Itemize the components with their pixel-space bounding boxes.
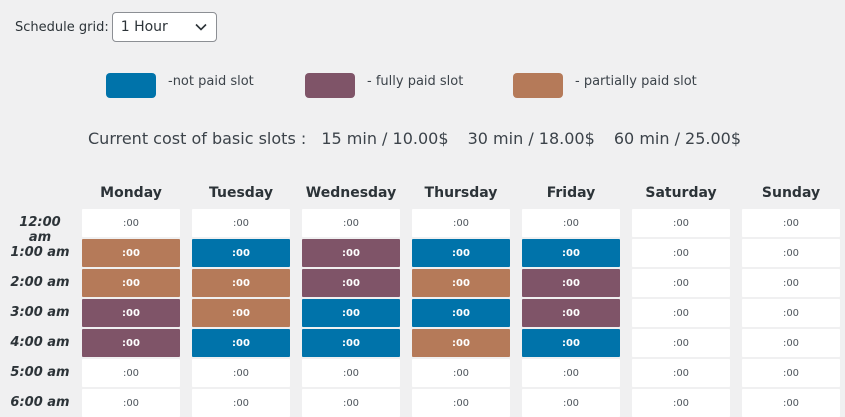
- slot-sunday-3[interactable]: :00: [742, 299, 840, 327]
- day-header-thursday: Thursday: [424, 185, 498, 201]
- time-label: 2:00 am: [10, 275, 70, 290]
- slot-monday-3[interactable]: :00: [82, 299, 180, 327]
- slot-tuesday-6[interactable]: :00: [192, 389, 290, 417]
- time-label: 4:00 am: [10, 335, 70, 350]
- slot-friday-3[interactable]: :00: [522, 299, 620, 327]
- slot-thursday-1[interactable]: :00: [412, 239, 510, 267]
- slot-wednesday-0[interactable]: :00: [302, 209, 400, 237]
- slot-wednesday-3[interactable]: :00: [302, 299, 400, 327]
- cost-60-min: 60 min / 25.00$: [613, 129, 742, 148]
- slot-sunday-2[interactable]: :00: [742, 269, 840, 297]
- legend-item-partially-paid: - partially paid slot: [513, 73, 697, 98]
- day-header-monday: Monday: [100, 185, 162, 201]
- slot-tuesday-4[interactable]: :00: [192, 329, 290, 357]
- slot-thursday-2[interactable]: :00: [412, 269, 510, 297]
- slot-sunday-1[interactable]: :00: [742, 239, 840, 267]
- slot-wednesday-2[interactable]: :00: [302, 269, 400, 297]
- day-header-saturday: Saturday: [645, 185, 717, 201]
- slot-sunday-0[interactable]: :00: [742, 209, 840, 237]
- slot-wednesday-5[interactable]: :00: [302, 359, 400, 387]
- slot-sunday-6[interactable]: :00: [742, 389, 840, 417]
- legend-item-not-paid: -not paid slot: [106, 73, 254, 98]
- slot-sunday-5[interactable]: :00: [742, 359, 840, 387]
- day-header-wednesday: Wednesday: [305, 185, 397, 201]
- slot-thursday-0[interactable]: :00: [412, 209, 510, 237]
- legend-item-fully-paid: - fully paid slot: [305, 73, 463, 98]
- slot-friday-5[interactable]: :00: [522, 359, 620, 387]
- slot-saturday-3[interactable]: :00: [632, 299, 730, 327]
- slot-wednesday-6[interactable]: :00: [302, 389, 400, 417]
- slot-monday-4[interactable]: :00: [82, 329, 180, 357]
- slot-friday-1[interactable]: :00: [522, 239, 620, 267]
- legend-label-not-paid: -not paid slot: [168, 74, 254, 89]
- slot-saturday-0[interactable]: :00: [632, 209, 730, 237]
- slot-thursday-5[interactable]: :00: [412, 359, 510, 387]
- schedule-grid-select[interactable]: 1 Hour: [111, 12, 217, 42]
- slot-saturday-5[interactable]: :00: [632, 359, 730, 387]
- legend-label-fully-paid: - fully paid slot: [367, 74, 464, 89]
- slot-friday-0[interactable]: :00: [522, 209, 620, 237]
- legend-swatch-not-paid: [106, 73, 156, 98]
- slot-monday-1[interactable]: :00: [82, 239, 180, 267]
- time-label: 3:00 am: [10, 305, 70, 320]
- slot-monday-6[interactable]: :00: [82, 389, 180, 417]
- cost-label: Current cost of basic slots :: [88, 129, 307, 148]
- slot-tuesday-0[interactable]: :00: [192, 209, 290, 237]
- slot-saturday-4[interactable]: :00: [632, 329, 730, 357]
- legend-label-partially-paid: - partially paid slot: [575, 74, 697, 89]
- slot-friday-2[interactable]: :00: [522, 269, 620, 297]
- slot-tuesday-2[interactable]: :00: [192, 269, 290, 297]
- slot-tuesday-1[interactable]: :00: [192, 239, 290, 267]
- chevron-down-icon: [195, 23, 207, 31]
- slot-tuesday-5[interactable]: :00: [192, 359, 290, 387]
- legend-swatch-fully-paid: [305, 73, 355, 98]
- time-label: 6:00 am: [10, 395, 70, 410]
- slot-friday-4[interactable]: :00: [522, 329, 620, 357]
- slot-wednesday-4[interactable]: :00: [302, 329, 400, 357]
- legend-swatch-partially-paid: [513, 73, 563, 98]
- slot-sunday-4[interactable]: :00: [742, 329, 840, 357]
- legend: -not paid slot - fully paid slot - parti…: [0, 73, 845, 99]
- time-label: 1:00 am: [10, 245, 70, 260]
- slot-friday-6[interactable]: :00: [522, 389, 620, 417]
- cost-30-min: 30 min / 18.00$: [467, 129, 595, 148]
- day-header-sunday: Sunday: [761, 185, 821, 201]
- day-header-tuesday: Tuesday: [209, 185, 273, 201]
- cost-15-min: 15 min / 10.00$: [321, 129, 449, 148]
- basic-slot-cost: Current cost of basic slots : 15 min / 1…: [88, 129, 741, 148]
- schedule-grid-label: Schedule grid:: [15, 19, 109, 35]
- time-label: 12:00 am: [19, 215, 61, 245]
- slot-thursday-4[interactable]: :00: [412, 329, 510, 357]
- slot-monday-5[interactable]: :00: [82, 359, 180, 387]
- slot-wednesday-1[interactable]: :00: [302, 239, 400, 267]
- slot-thursday-3[interactable]: :00: [412, 299, 510, 327]
- time-label: 5:00 am: [10, 365, 70, 380]
- schedule-grid-control: Schedule grid: 1 Hour: [15, 12, 217, 42]
- day-header-friday: Friday: [546, 185, 596, 201]
- slot-saturday-6[interactable]: :00: [632, 389, 730, 417]
- slot-monday-0[interactable]: :00: [82, 209, 180, 237]
- schedule-grid-value: 1 Hour: [120, 19, 168, 35]
- slot-thursday-6[interactable]: :00: [412, 389, 510, 417]
- slot-monday-2[interactable]: :00: [82, 269, 180, 297]
- slot-tuesday-3[interactable]: :00: [192, 299, 290, 327]
- slot-saturday-1[interactable]: :00: [632, 239, 730, 267]
- slot-saturday-2[interactable]: :00: [632, 269, 730, 297]
